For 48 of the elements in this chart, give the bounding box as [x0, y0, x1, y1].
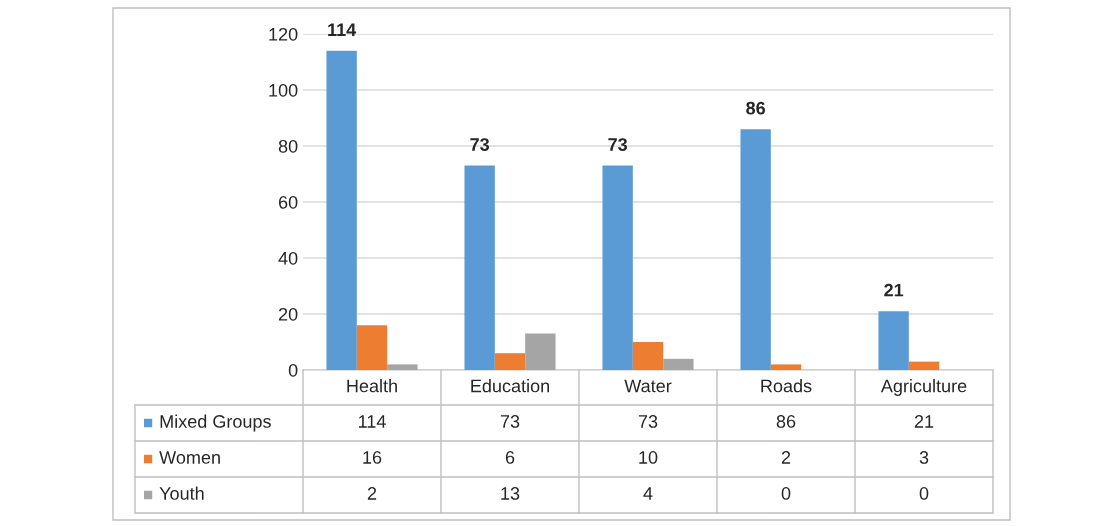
y-tick-label: 0 [288, 363, 298, 377]
data-label: 0 [781, 487, 791, 500]
annotation: 21 [884, 283, 904, 297]
data-label: 73 [500, 415, 520, 428]
bar [326, 50, 357, 370]
data-label: 4 [643, 487, 653, 500]
x-tick-label: Roads [761, 379, 812, 393]
data-label: 3 [919, 451, 929, 464]
bar [770, 364, 802, 370]
x-tick-label: Agriculture [880, 379, 967, 396]
data-label: 73 [638, 415, 658, 428]
bar [387, 364, 418, 370]
legend-label: Mixed Groups [160, 414, 271, 432]
bar [663, 358, 694, 370]
data-label: 0 [919, 487, 929, 500]
y-tick-label: 100 [269, 83, 298, 97]
data-label: 10 [639, 451, 658, 464]
data-label: 86 [776, 415, 796, 428]
x-tick-label: Education [471, 379, 549, 393]
bar [464, 165, 495, 370]
bar [908, 361, 940, 370]
bar [356, 325, 388, 370]
bar [494, 353, 526, 370]
x-tick-label: Health [347, 379, 397, 393]
data-label: 13 [501, 487, 520, 500]
bar [878, 311, 909, 370]
annotation: 73 [608, 138, 628, 151]
data-label: 2 [781, 451, 791, 464]
bar [525, 333, 556, 370]
data-label: 21 [914, 415, 934, 428]
x-tick-label: Water [624, 379, 672, 393]
annotation: 86 [746, 101, 766, 115]
y-tick-label: 60 [278, 195, 298, 209]
y-tick-label: 20 [278, 307, 298, 321]
data-label: 16 [363, 451, 382, 464]
bar [632, 342, 664, 370]
bar [602, 165, 633, 370]
legend-label: Women [159, 451, 220, 464]
data-label: 6 [505, 451, 515, 464]
annotation: 73 [470, 138, 490, 151]
bar [740, 129, 771, 370]
y-tick-label: 80 [278, 139, 298, 153]
legend-label: Youth [159, 486, 204, 500]
y-tick-label: 120 [269, 27, 298, 41]
data-label: 2 [367, 487, 377, 500]
data-label: 114 [358, 415, 386, 428]
y-tick-label: 40 [278, 251, 298, 265]
annotation: 114 [328, 23, 357, 36]
